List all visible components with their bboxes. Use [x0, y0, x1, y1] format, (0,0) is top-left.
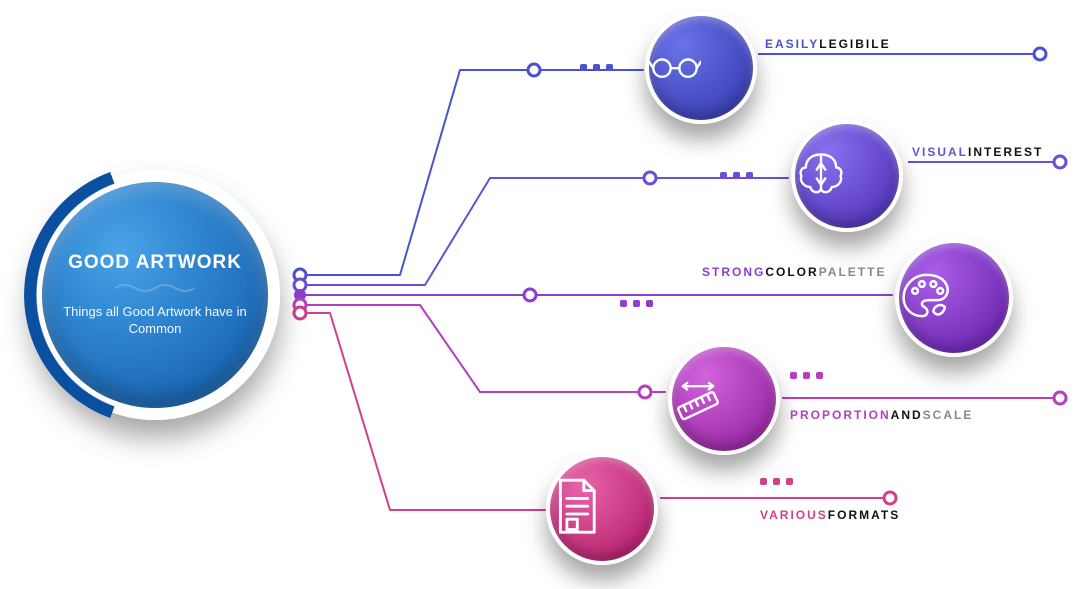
decorative-dots [760, 478, 793, 485]
label-formats: VARIOUSFORMATS [760, 508, 900, 522]
node-proportion [668, 343, 780, 455]
ruler-icon [672, 371, 776, 428]
hub-title: GOOD ARTWORK [68, 252, 242, 274]
wave-icon [115, 282, 195, 294]
glasses-icon [649, 53, 753, 84]
node-interest [791, 120, 903, 232]
label-proportion: PROPORTIONANDSCALE [790, 408, 973, 422]
node-palette [895, 239, 1013, 357]
decorative-dots [580, 64, 613, 71]
decorative-dots [720, 172, 753, 179]
node-formats [546, 453, 658, 565]
hub-circle: GOOD ARTWORK Things all Good Artwork hav… [30, 170, 280, 420]
hub-subtitle: Things all Good Artwork have in Common [62, 304, 248, 338]
brain-icon [795, 148, 899, 205]
decorative-dots [790, 372, 823, 379]
palette-icon [899, 268, 1009, 328]
node-legible [645, 12, 757, 124]
decorative-dots [620, 300, 653, 307]
label-palette: STRONGCOLORPALETTE [702, 265, 886, 279]
label-interest: VISUALINTEREST [912, 145, 1043, 159]
document-icon [550, 475, 654, 542]
label-legible: EASILYLEGIBILE [765, 37, 891, 51]
